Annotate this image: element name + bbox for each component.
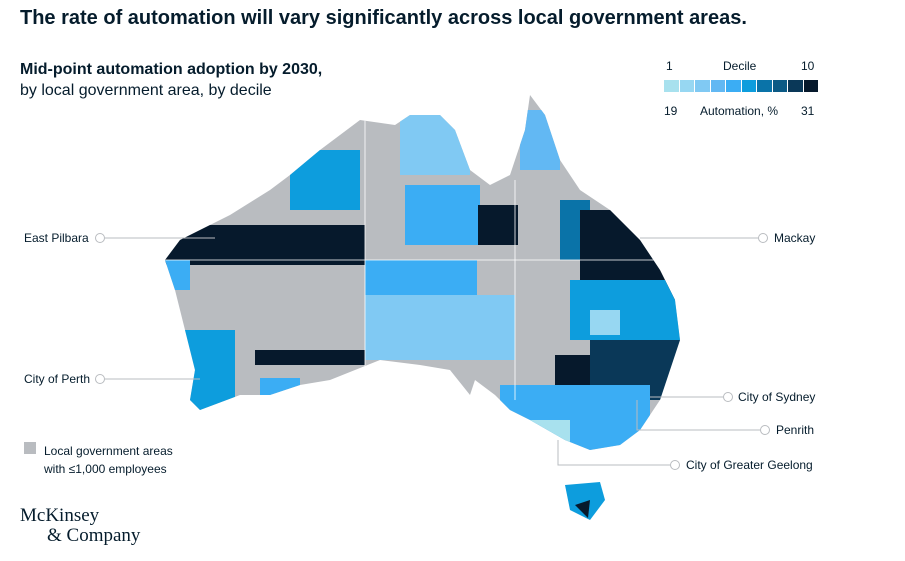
region — [555, 355, 590, 385]
mckinsey-logo: McKinsey & Company — [20, 506, 140, 546]
logo-line1: McKinsey — [20, 505, 100, 526]
region — [260, 378, 300, 398]
legend-swatch-decile-3 — [695, 80, 710, 92]
callout-mackay-marker — [758, 233, 768, 243]
grey-legend-text: Local government areas with ≤1,000 emplo… — [44, 442, 173, 478]
legend-swatch-decile-1 — [664, 80, 679, 92]
region-tasmania — [565, 482, 605, 520]
region — [165, 260, 190, 290]
region — [365, 260, 477, 295]
region-east-pilbara — [165, 225, 365, 265]
callout-sydney: City of Sydney — [738, 390, 816, 404]
grey-legend-line2: with ≤1,000 employees — [44, 462, 167, 476]
legend-swatch-decile-5 — [726, 80, 741, 92]
region — [255, 350, 365, 365]
callout-penrith-marker — [760, 425, 770, 435]
region — [405, 185, 480, 245]
callout-perth: City of Perth — [24, 372, 91, 386]
region — [290, 150, 360, 210]
region — [590, 310, 620, 335]
region — [520, 420, 570, 450]
callout-east-pilbara-marker — [95, 233, 105, 243]
region — [478, 205, 518, 245]
callout-perth-marker — [95, 374, 105, 384]
region — [365, 295, 515, 360]
legend-swatch-decile-8 — [772, 80, 787, 92]
page-title: The rate of automation will vary signifi… — [20, 7, 747, 29]
callout-geelong: City of Greater Geelong — [686, 458, 813, 472]
callout-east-pilbara: East Pilbara — [24, 231, 89, 245]
region — [500, 385, 650, 450]
callout-penrith: Penrith — [776, 423, 815, 437]
legend-decile-max: 10 — [801, 59, 815, 73]
region — [520, 110, 560, 170]
legend-automation-label: Automation, % — [700, 104, 779, 118]
map-subtitle: by local government area, by decile — [20, 82, 272, 99]
region — [400, 115, 470, 175]
legend-swatch-decile-2 — [679, 80, 694, 92]
legend-color-scale — [664, 80, 818, 92]
legend-swatch-decile-7 — [757, 80, 772, 92]
callout-geelong-marker — [670, 460, 680, 470]
grey-legend-swatch — [24, 442, 36, 454]
legend-swatch-decile-4 — [710, 80, 725, 92]
map-subtitle-bold: Mid-point automation adoption by 2030, — [20, 61, 323, 78]
region-perth — [185, 330, 235, 410]
legend-automation-max: 31 — [801, 104, 815, 118]
callout-mackay: Mackay — [774, 231, 816, 245]
region — [570, 280, 680, 340]
logo-line2: & Company — [47, 525, 141, 546]
grey-legend-line1: Local government areas — [44, 444, 173, 458]
legend-decile-label: Decile — [723, 59, 757, 73]
legend-swatch-decile-9 — [788, 80, 803, 92]
legend-decile-min: 1 — [666, 59, 673, 73]
legend-swatch-decile-6 — [741, 80, 756, 92]
legend-automation-min: 19 — [664, 104, 678, 118]
legend-swatch-decile-10 — [803, 80, 818, 92]
callout-sydney-marker — [723, 392, 733, 402]
